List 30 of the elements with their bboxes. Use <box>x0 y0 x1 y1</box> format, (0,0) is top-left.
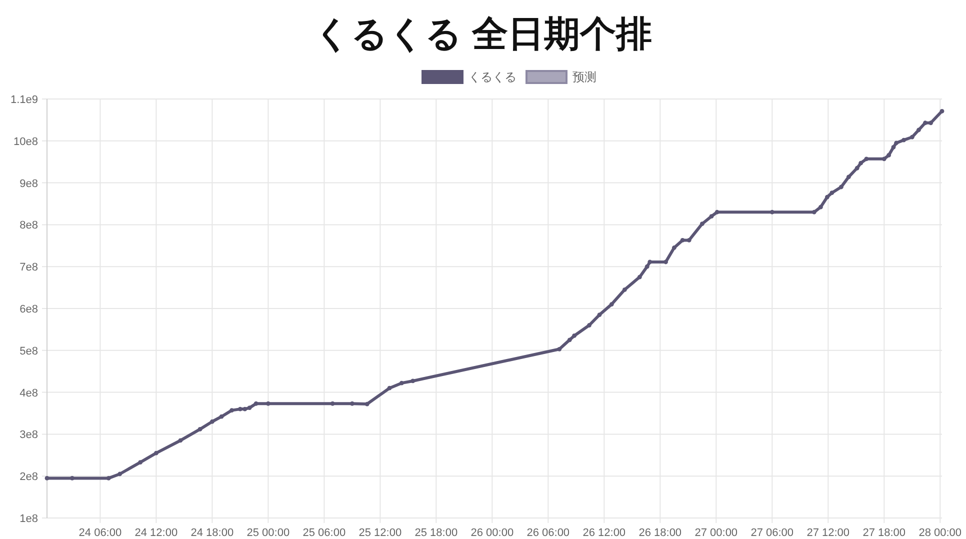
x-tick-label: 27 00:00 <box>694 527 738 539</box>
y-tick-label: 8e8 <box>20 220 38 232</box>
x-tick-label: 27 18:00 <box>862 527 906 539</box>
x-tick-label: 26 18:00 <box>638 527 682 539</box>
legend-label: 预测 <box>572 70 596 84</box>
x-tick-label: 24 12:00 <box>134 527 178 539</box>
y-tick-label: 2e8 <box>20 471 38 484</box>
x-tick-label: 26 12:00 <box>582 527 626 539</box>
y-tick-label: 5e8 <box>20 345 38 358</box>
y-tick-label: 7e8 <box>20 262 38 274</box>
y-tick-label: 4e8 <box>20 387 38 400</box>
x-tick-label: 24 18:00 <box>190 527 234 539</box>
x-tick-label: 26 00:00 <box>470 527 514 539</box>
x-tick-label: 25 06:00 <box>302 527 346 539</box>
legend-label: くるくる <box>468 70 516 84</box>
y-tick-label: 6e8 <box>20 304 38 316</box>
y-tick-label: 3e8 <box>20 429 38 442</box>
chart-title: くるくる 全日期个排 <box>314 13 652 54</box>
x-tick-label: 26 06:00 <box>526 527 570 539</box>
y-tick-label: 1.1e9 <box>10 94 38 106</box>
y-tick-label: 10e8 <box>14 136 38 148</box>
y-tick-label: 9e8 <box>20 178 38 190</box>
x-tick-label: 27 12:00 <box>806 527 850 539</box>
x-tick-label: 25 00:00 <box>246 527 290 539</box>
x-tick-label: 25 12:00 <box>358 527 402 539</box>
x-tick-label: 28 00:00 <box>918 527 962 539</box>
y-tick-label: 1e8 <box>20 513 38 525</box>
x-tick-label: 24 06:00 <box>78 527 122 539</box>
x-tick-label: 27 06:00 <box>750 527 794 539</box>
x-tick-label: 25 18:00 <box>414 527 458 539</box>
